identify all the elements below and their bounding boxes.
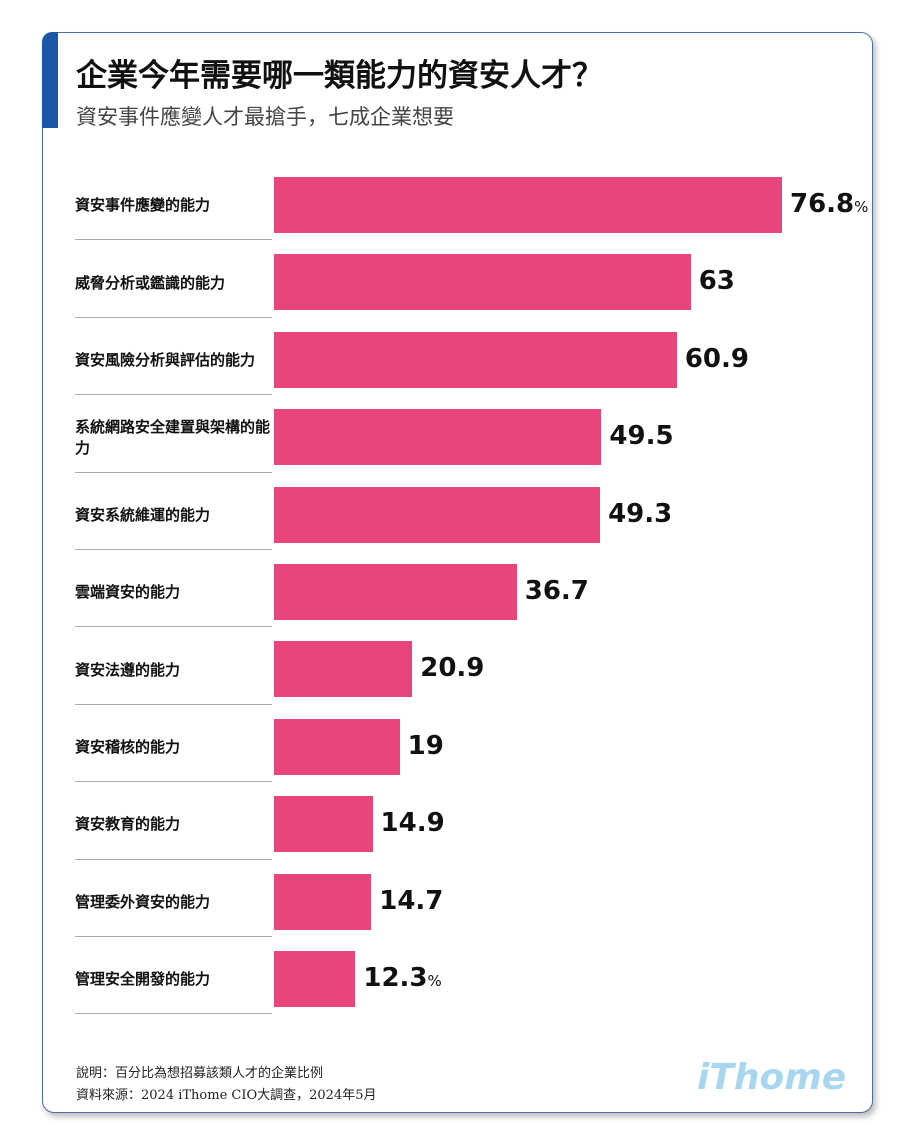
value-label: 60.9 <box>684 343 749 374</box>
value-label: 20.9 <box>420 653 485 684</box>
chart-subtitle: 資安事件應變人才最搶手，七成企業想要 <box>76 105 454 129</box>
category-label: 威脅分析或鑑識的能力 <box>75 273 226 292</box>
separator <box>75 239 272 241</box>
category-label: 系統網路安全建置與架構的能力 <box>75 417 271 457</box>
bar <box>274 873 372 930</box>
separator <box>75 626 272 628</box>
separator <box>75 316 272 318</box>
value-label: 63 <box>698 266 735 297</box>
bar <box>274 641 413 698</box>
bar <box>274 951 356 1007</box>
category-label: 資安法遵的能力 <box>75 660 181 679</box>
category-label: 資安系統維運的能力 <box>75 505 211 524</box>
value-label: 14.7 <box>379 885 444 916</box>
bar <box>274 564 517 620</box>
bar <box>274 331 677 388</box>
category-label: 管理安全開發的能力 <box>75 970 211 989</box>
note: 說明：百分比為想招募該類人才的企業比例 <box>76 1066 324 1081</box>
value-label: 36.7 <box>524 576 589 606</box>
separator <box>75 549 272 550</box>
separator <box>75 936 272 937</box>
value-label: 49.3 <box>608 498 673 529</box>
category-label: 資安風險分析與評估的能力 <box>75 350 256 369</box>
accent <box>42 32 58 128</box>
separator <box>75 1013 272 1015</box>
category-label: 資安稽核的能力 <box>75 737 181 756</box>
logo: iThome <box>697 1057 847 1098</box>
category-label: 資安事件應變的能力 <box>75 196 211 215</box>
category-label: 雲端資安的能力 <box>75 583 181 602</box>
separator <box>75 781 272 783</box>
bar <box>274 177 782 233</box>
source: 資料來源：2024 iThome CIO大調查，2024年5月 <box>76 1088 377 1103</box>
bar <box>274 254 691 311</box>
value-label: 12.3% <box>363 963 442 993</box>
separator <box>75 394 272 396</box>
value-label: 19 <box>407 730 444 761</box>
category-label: 資安教育的能力 <box>75 815 181 834</box>
category-label: 管理委外資安的能力 <box>75 892 211 911</box>
bar <box>274 409 602 466</box>
separator <box>75 858 272 860</box>
bar <box>274 486 601 543</box>
separator <box>75 703 272 705</box>
separator <box>75 471 272 473</box>
bar <box>274 796 373 853</box>
value-label: 14.9 <box>380 808 445 839</box>
value-label: 76.8% <box>790 189 869 219</box>
bar <box>274 718 400 775</box>
chart-title: 企業今年需要哪一類能力的資安人才？ <box>76 58 603 94</box>
value-label: 49.5 <box>609 421 674 452</box>
